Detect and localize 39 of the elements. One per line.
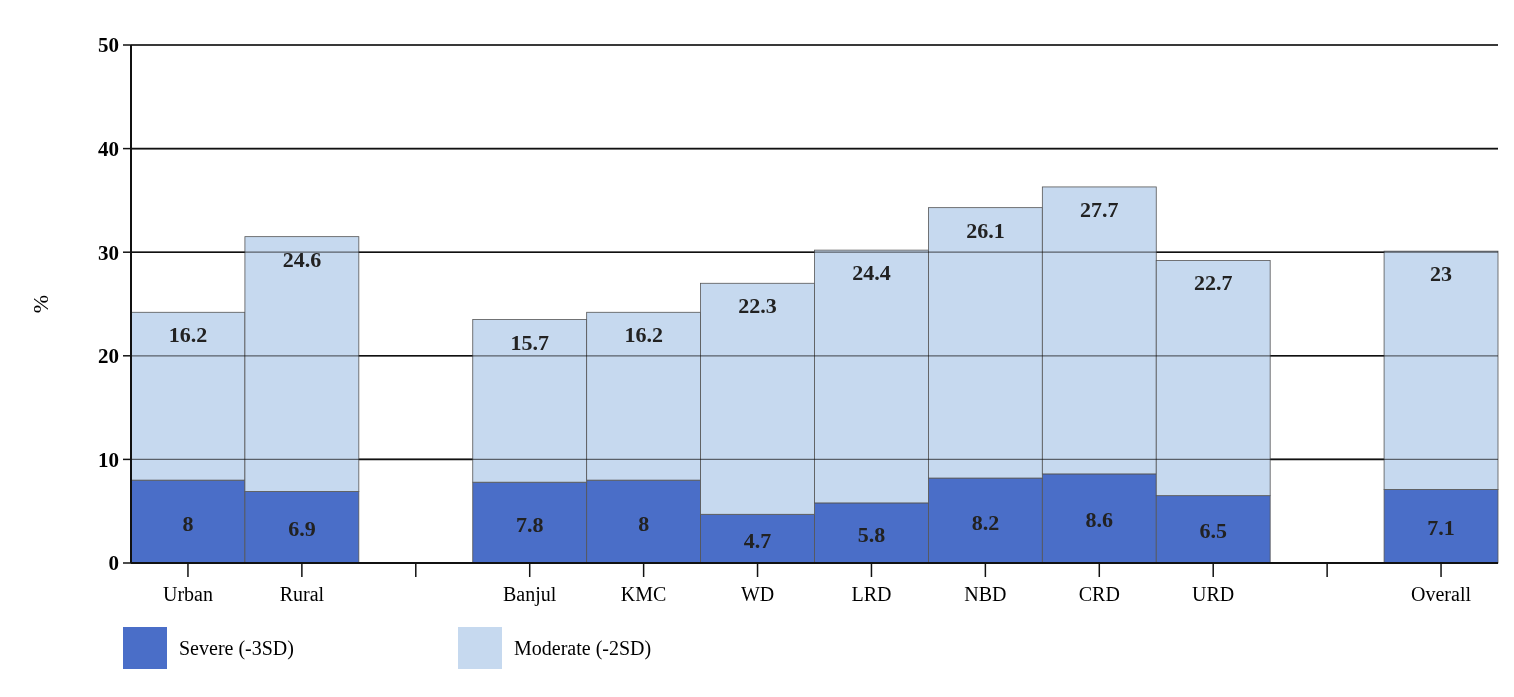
data-label: 6.9 (288, 516, 316, 542)
x-tick-label: Rural (279, 583, 325, 605)
x-tick-label: Overall (1411, 583, 1472, 605)
data-label: 8.6 (1085, 507, 1114, 533)
x-tick-label: LRD (851, 583, 892, 605)
data-label: 15.7 (510, 329, 549, 355)
x-tick-label: CRD (1078, 583, 1120, 605)
data-label: 8 (182, 510, 194, 536)
legend-label: Severe (-3SD) (179, 637, 294, 660)
data-label: 27.7 (1080, 196, 1119, 222)
data-label: 16.2 (624, 322, 663, 348)
x-tick-label: WD (740, 583, 775, 605)
data-label: 8 (638, 510, 650, 536)
data-label: 8.2 (971, 509, 1000, 535)
data-label: 24.4 (852, 260, 891, 286)
data-label: 22.3 (738, 293, 777, 319)
data-label: 7.1 (1427, 515, 1455, 541)
legend-label: Moderate (-2SD) (514, 637, 652, 660)
x-tick-label: NBD (964, 583, 1007, 605)
y-tick-label: 30 (98, 240, 119, 265)
y-tick-label: 20 (98, 344, 119, 369)
x-tick-label: KMC (620, 583, 667, 605)
data-label: 22.7 (1193, 270, 1233, 296)
y-tick-label: 10 (98, 447, 119, 472)
data-label: 5.8 (857, 521, 886, 547)
y-tick-label: 0 (108, 551, 119, 576)
x-tick-label: Urban (162, 583, 213, 605)
data-label: 7.8 (515, 511, 544, 537)
data-label: 23 (1430, 261, 1453, 287)
x-tick-label: URD (1192, 583, 1235, 605)
y-axis-title: % (28, 294, 53, 314)
data-label: 6.5 (1199, 518, 1227, 544)
data-label: 26.1 (966, 217, 1005, 243)
y-tick-label: 40 (98, 136, 119, 161)
data-label: 24.6 (282, 246, 322, 272)
data-label: 4.7 (743, 527, 772, 553)
y-tick-label: 50 (98, 33, 119, 58)
x-tick-label: Banjul (503, 583, 557, 606)
data-label: 16.2 (168, 322, 208, 348)
